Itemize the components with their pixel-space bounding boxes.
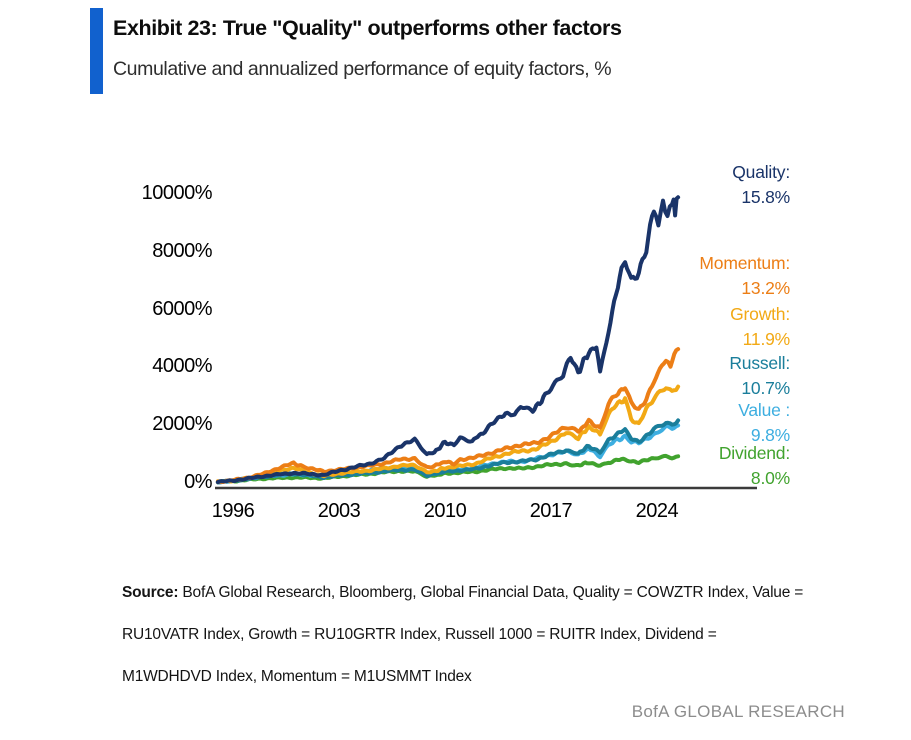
source-line: RU10VATR Index, Growth = RU10GRTR Index,…: [122, 626, 717, 643]
legend-series-name: Momentum:: [699, 253, 790, 273]
title-accent-bar: [90, 8, 103, 94]
x-tick-label: 2017: [529, 500, 573, 522]
series-line-momentum: [215, 347, 681, 484]
legend-series-name: Russell:: [729, 353, 790, 373]
x-tick-label: 2024: [635, 500, 679, 522]
exhibit-subtitle: Cumulative and annualized performance of…: [113, 58, 612, 80]
x-tick-label: 1996: [211, 500, 255, 522]
legend-series-return: 10.7%: [741, 378, 790, 398]
legend-series-name: Quality:: [732, 162, 790, 182]
y-tick-label: 4000%: [152, 355, 212, 378]
legend-series-return: 11.9%: [742, 329, 791, 349]
legend-momentum: Momentum: 13.2%: [560, 251, 790, 301]
legend-series-return: 13.2%: [741, 278, 790, 298]
brand-footer: BofA GLOBAL RESEARCH: [631, 702, 845, 721]
y-tick-label: 0%: [184, 471, 212, 493]
source-note: Source: BofA Global Research, Bloomberg,…: [122, 572, 867, 698]
legend-series-name: Growth:: [730, 304, 790, 324]
series-line-quality: [215, 195, 681, 485]
legend-growth: Growth: 11.9%: [560, 302, 790, 352]
source-line: Source: BofA Global Research, Bloomberg,…: [122, 584, 804, 601]
legend-value: Value : 9.8%: [560, 398, 790, 448]
y-tick-label: 8000%: [152, 239, 212, 262]
x-tick-label: 2003: [317, 500, 361, 522]
y-tick-label: 10000%: [141, 182, 213, 204]
legend-russell: Russell: 10.7%: [560, 351, 790, 401]
exhibit-title: Exhibit 23: True "Quality" outperforms o…: [113, 16, 622, 40]
source-label: Source:: [122, 584, 179, 601]
y-tick-label: 6000%: [152, 297, 212, 320]
x-tick-label: 2010: [423, 500, 467, 522]
legend-series-return: 8.0%: [750, 468, 790, 488]
legend-series-return: 15.8%: [741, 187, 790, 207]
legend-quality: Quality: 15.8%: [560, 160, 790, 210]
series-line-growth: [215, 384, 681, 484]
series-line-dividend: [215, 453, 681, 485]
legend-series-name: Value :: [738, 400, 790, 420]
legend-series-name: Dividend:: [718, 443, 790, 463]
y-tick-label: 2000%: [152, 413, 212, 436]
legend-dividend: Dividend: 8.0%: [560, 441, 790, 491]
legend-series-return: 9.8%: [750, 425, 790, 445]
source-line: M1WDHDVD Index, Momentum = M1USMMT Index: [122, 668, 472, 685]
